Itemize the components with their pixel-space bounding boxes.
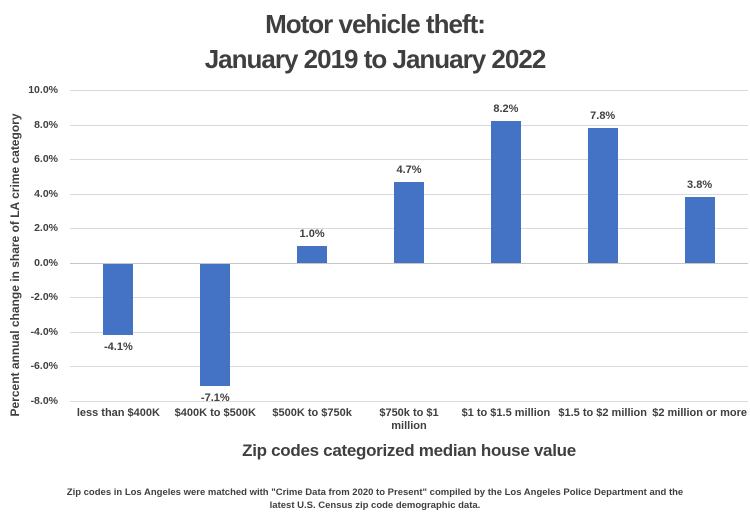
chart-title-line1: Motor vehicle theft: [265,9,486,39]
bar [200,263,231,387]
x-axis-category-label: less than $400K [58,407,178,420]
bar [490,121,521,263]
bar [297,245,328,263]
y-axis-tick-label: 8.0% [34,118,58,131]
zero-axis-line [70,262,748,264]
y-axis-tick-label: 6.0% [34,153,58,166]
y-axis-tick-label: 10.0% [28,84,58,96]
bar [394,181,424,263]
y-axis-tick-label: -6.0% [30,360,58,373]
bar-value-label: -4.1% [104,340,133,353]
bar-value-label: 7.8% [590,110,616,122]
x-axis-category-label: $2 million or more [640,407,750,420]
source-note-line1: Zip codes in Los Angeles were matched wi… [66,487,684,498]
gridline [70,331,748,333]
bar [684,197,715,263]
y-axis-tick-label: -8.0% [30,395,58,407]
y-axis-tick-label: 0.0% [34,256,58,269]
bar-value-label: 3.8% [687,179,713,192]
bar-value-label: 4.7% [396,163,422,176]
x-axis-category-label-line: less than $400K [76,407,160,419]
source-note-line2: latest U.S. Census zip code demographic … [269,500,481,511]
x-axis-category-label: $500K to $750k [252,407,372,420]
y-axis-tick-label: 4.0% [34,187,58,200]
x-axis-category-label: $400K to $500K [155,407,275,420]
gridline [70,401,748,402]
x-axis-category-label-line: $750k to $1 [379,407,439,419]
chart-title-line2: January 2019 to January 2022 [204,44,547,74]
bar-value-label: 1.0% [299,227,325,240]
gridline [70,90,748,91]
x-axis-category-label-line: $1 to $1.5 million [461,407,551,419]
gridline [70,297,748,299]
x-axis-title: Zip codes categorized median house value [242,441,576,460]
x-axis-category-label-line: $2 million or more [652,407,747,419]
x-axis-category-label-line: $400K to $500K [174,407,256,419]
chart-title: Motor vehicle theft: January 2019 to Jan… [0,7,750,77]
x-axis-category-label-line: $1.5 to $2 million [558,407,647,419]
bar [103,263,134,335]
source-note: Zip codes in Los Angeles were matched wi… [0,486,750,512]
gridline [70,159,748,161]
x-axis-category-label: $1.5 to $2 million [543,407,663,420]
bar-value-label: -7.1% [200,392,230,405]
x-axis-category-label-line: million [391,420,427,432]
y-axis-tick-label: -4.0% [30,325,58,338]
y-axis-tick-label: 2.0% [34,222,58,235]
x-axis-category-label: $750k to $1 million [349,407,469,433]
gridline [70,124,748,126]
y-axis-tick-label: -2.0% [30,291,58,304]
bar [587,128,618,263]
bar-value-label: 8.2% [493,103,519,116]
x-axis-category-label-line: $500K to $750k [272,407,352,419]
x-axis-category-label: $1 to $1.5 million [446,407,566,420]
gridline [70,366,748,368]
